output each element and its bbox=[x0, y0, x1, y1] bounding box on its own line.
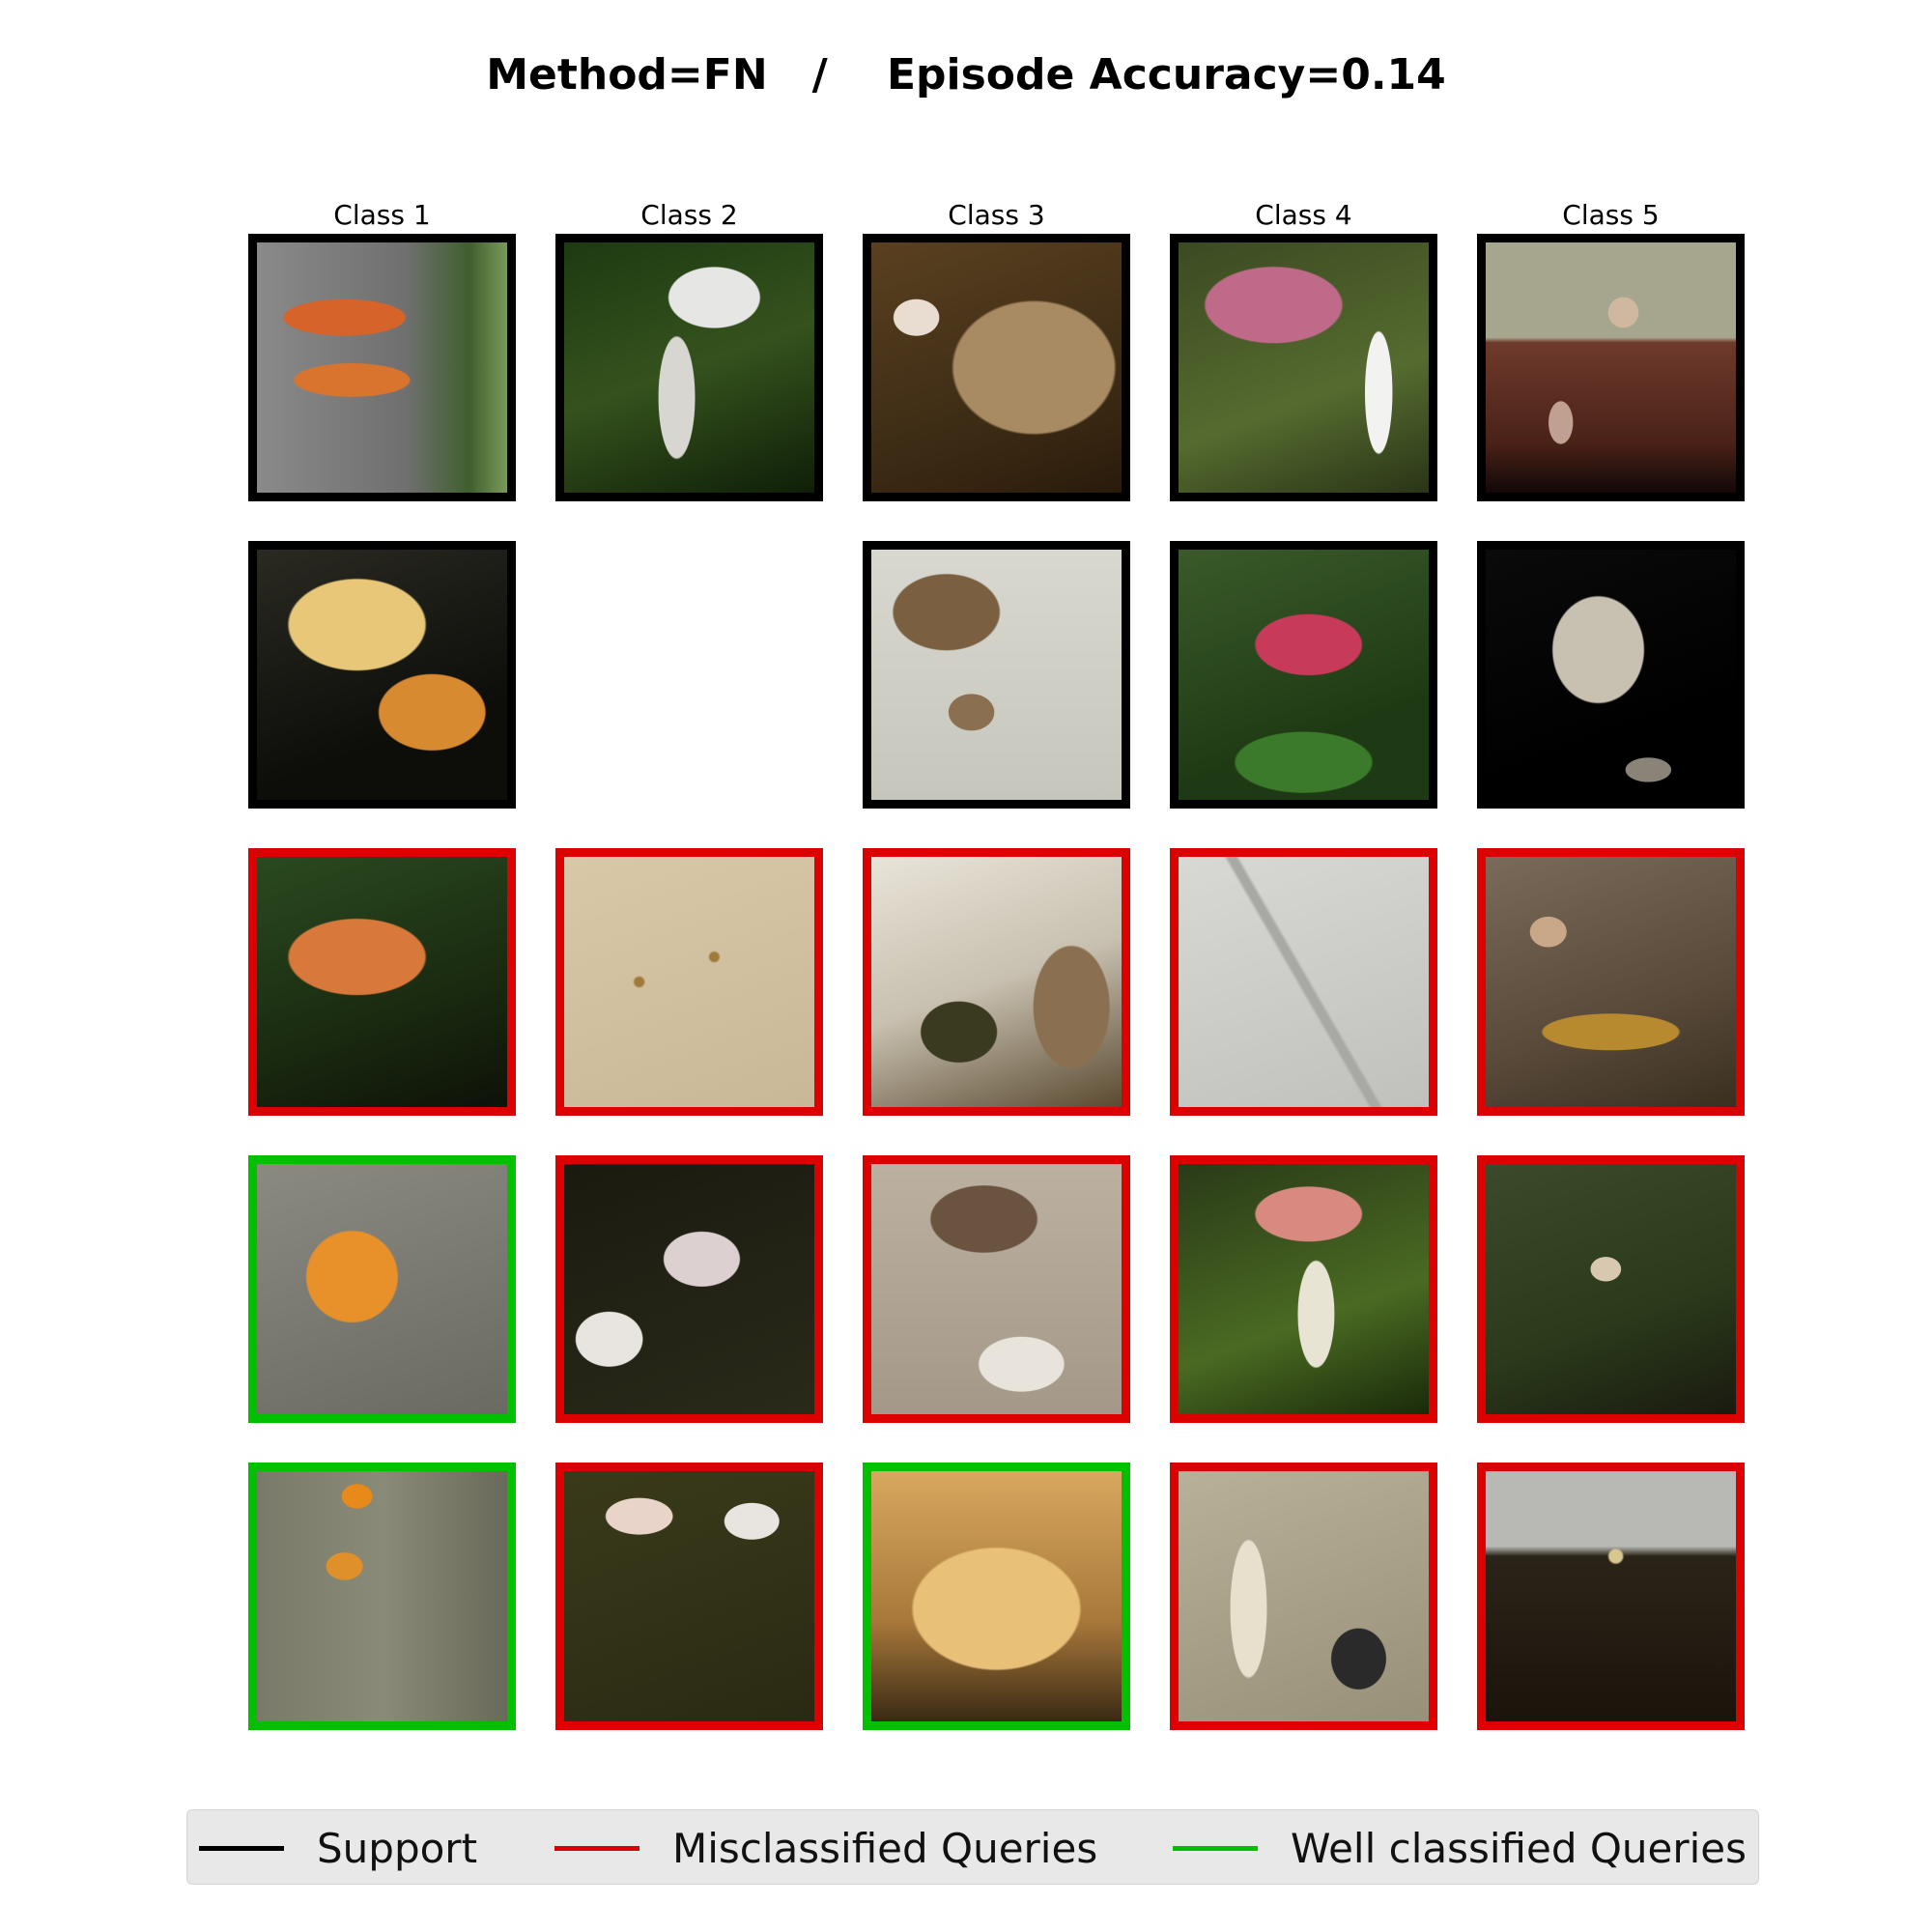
legend-well-line bbox=[1173, 1845, 1258, 1851]
cell-r5-class-3 bbox=[863, 1463, 1130, 1730]
cell-r4-class-1 bbox=[248, 1155, 516, 1423]
brown-mushroom-gills-image bbox=[871, 1164, 1122, 1414]
cell-r4-class-4 bbox=[1170, 1155, 1437, 1423]
cell-r4-class-3 bbox=[863, 1155, 1130, 1423]
pink-cap-mushroom-image bbox=[1179, 242, 1429, 493]
orange-bracket-fungi-on-tree-trunk-image bbox=[257, 242, 507, 493]
cell-r5-class-2 bbox=[555, 1463, 823, 1730]
tan-cup-fungi-on-bark-image bbox=[1486, 857, 1736, 1107]
pale-cup-fungus-on-black-image bbox=[1486, 550, 1736, 800]
cell-r1-class-5 bbox=[1477, 234, 1745, 501]
brown-cap-mushroom-image bbox=[871, 242, 1122, 493]
figure-title: Method=FN / Episode Accuracy=0.14 bbox=[486, 50, 1446, 99]
cell-r2-class-1 bbox=[248, 541, 516, 809]
legend: Support Misclassified Queries Well class… bbox=[186, 1809, 1759, 1885]
orange-fungi-on-bark-image bbox=[257, 1471, 507, 1721]
cell-r2-class-3 bbox=[863, 541, 1130, 809]
column-label-class-2: Class 2 bbox=[640, 199, 738, 231]
column-label-class-5: Class 5 bbox=[1562, 199, 1660, 231]
legend-misclassified-label: Misclassified Queries bbox=[672, 1824, 1098, 1872]
cell-r2-class-4 bbox=[1170, 541, 1437, 809]
white-mushrooms-on-soil-image bbox=[564, 1164, 814, 1414]
red-cap-mushroom-in-moss-image bbox=[1179, 550, 1429, 800]
column-label-class-1: Class 1 bbox=[333, 199, 431, 231]
cell-r1-class-3 bbox=[863, 234, 1130, 501]
mushroom-gills-underside-image bbox=[871, 1471, 1122, 1721]
yellow-orange-shelf-fungus-image bbox=[257, 550, 507, 800]
cell-r3-class-5 bbox=[1477, 848, 1745, 1116]
orange-fungus-on-wood-image bbox=[257, 1164, 507, 1414]
cell-r2-class-2 bbox=[555, 541, 823, 809]
small-fungus-in-twigs-image bbox=[1486, 1164, 1736, 1414]
white-mushrooms-in-grass-image bbox=[564, 242, 814, 493]
legend-support-label: Support bbox=[317, 1824, 478, 1872]
cell-r4-class-5 bbox=[1477, 1155, 1745, 1423]
cell-r5-class-4 bbox=[1170, 1463, 1437, 1730]
legend-well-label: Well classified Queries bbox=[1291, 1824, 1747, 1872]
legend-item-well-classified: Well classified Queries bbox=[1173, 1810, 1747, 1886]
cell-r1-class-2 bbox=[555, 234, 823, 501]
spores-microscopy-image bbox=[564, 857, 814, 1107]
cell-r2-class-5 bbox=[1477, 541, 1745, 809]
column-label-class-3: Class 3 bbox=[948, 199, 1045, 231]
legend-support-line bbox=[199, 1845, 284, 1851]
cell-r3-class-1 bbox=[248, 848, 516, 1116]
legend-item-misclassified: Misclassified Queries bbox=[554, 1810, 1097, 1886]
dark-log-with-tiny-fungus-image bbox=[1486, 1471, 1736, 1721]
hyphae-microscopy-image bbox=[1179, 857, 1429, 1107]
legend-item-support: Support bbox=[199, 1810, 477, 1886]
cell-r3-class-4 bbox=[1170, 848, 1437, 1116]
small-cup-fungus-on-wood-image bbox=[1486, 242, 1736, 493]
cell-r5-class-5 bbox=[1477, 1463, 1745, 1730]
mushrooms-on-plate-image bbox=[871, 857, 1122, 1107]
brown-mushrooms-on-white-image bbox=[871, 550, 1122, 800]
orange-shelf-fungus-image bbox=[257, 857, 507, 1107]
legend-misclassified-line bbox=[554, 1845, 639, 1851]
pink-mushroom-in-moss-image bbox=[1179, 1164, 1429, 1414]
cell-r5-class-1 bbox=[248, 1463, 516, 1730]
cell-r3-class-2 bbox=[555, 848, 823, 1116]
pale-mushrooms-in-grass-image bbox=[564, 1471, 814, 1721]
cell-r4-class-2 bbox=[555, 1155, 823, 1423]
cell-r1-class-1 bbox=[248, 234, 516, 501]
column-label-class-4: Class 4 bbox=[1255, 199, 1352, 231]
cell-r1-class-4 bbox=[1170, 234, 1437, 501]
cell-r3-class-3 bbox=[863, 848, 1130, 1116]
white-stem-and-cap-image bbox=[1179, 1471, 1429, 1721]
